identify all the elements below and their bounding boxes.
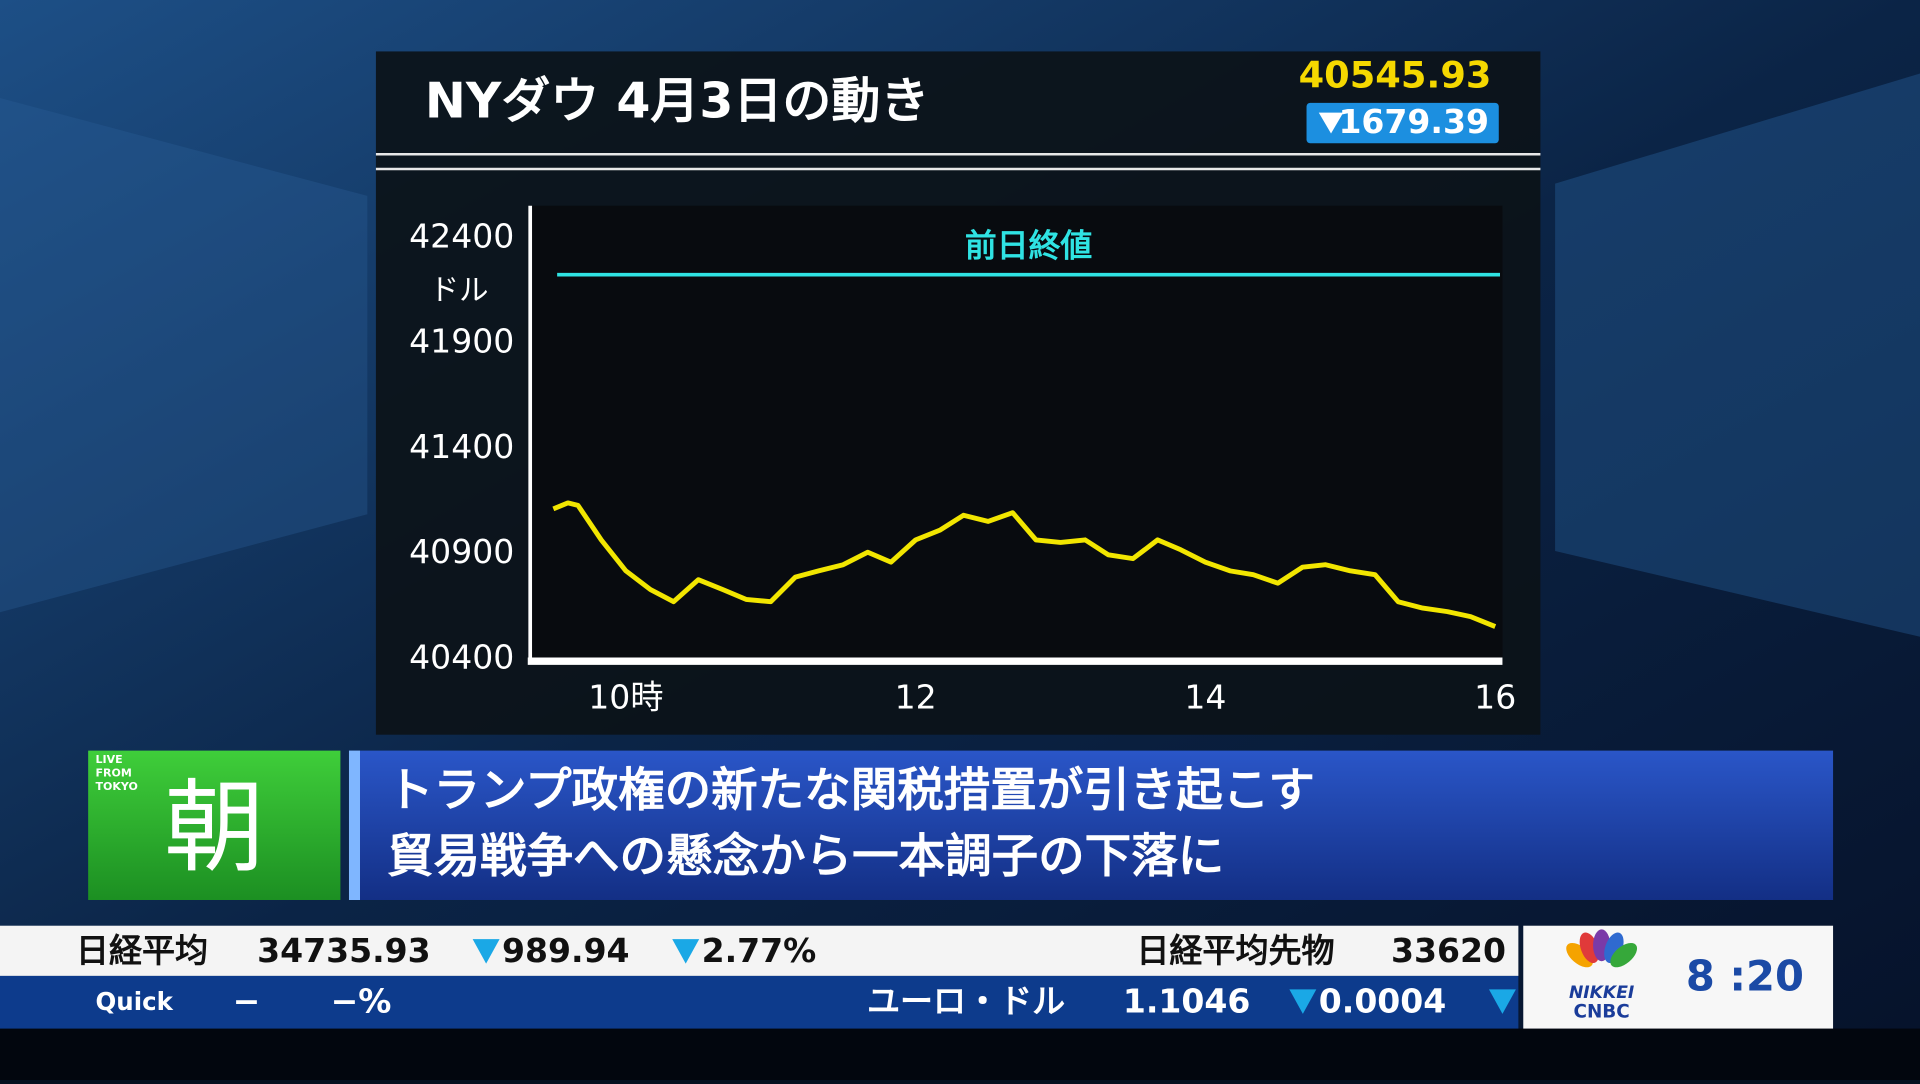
caption-line: 貿易戦争への懸念から一本調子の下落に xyxy=(387,829,1224,883)
down-arrow xyxy=(1289,989,1317,1014)
ticker-text: 日経平均 xyxy=(76,931,208,970)
plot: 40400 40900 41400 41900 42400 10時 12 14 16 前日終値 xyxy=(409,216,1516,716)
change-box xyxy=(1306,102,1499,144)
ticker-text: 0.0004 xyxy=(1319,981,1447,1020)
ticker-text: 2.77% xyxy=(702,931,817,970)
down-arrow xyxy=(672,939,700,964)
bottom-strip xyxy=(0,1028,1920,1080)
y-tick-label: 40900 xyxy=(409,532,514,571)
x-tick-label: 12 xyxy=(895,678,937,717)
ticker-text: 33620 xyxy=(1391,931,1506,970)
ticker-text: 34735.93 xyxy=(257,931,431,970)
caption-bar xyxy=(348,750,1834,900)
logo-box xyxy=(1523,925,1834,1029)
y-tick-label: 41400 xyxy=(409,427,514,466)
backdrop-shape xyxy=(1555,73,1920,637)
chart-title: NYダウ 4月3日の動き xyxy=(425,73,929,130)
x-tick-label: 16 xyxy=(1474,678,1516,717)
logo-text: CNBC xyxy=(1573,1002,1629,1023)
last-price: 40545.93 xyxy=(1299,54,1492,97)
y-tick-label: 41900 xyxy=(409,322,514,361)
clock: 8 :20 xyxy=(1686,952,1804,1001)
caption-stripe xyxy=(348,750,360,900)
badge xyxy=(88,750,341,900)
ticker-text: − xyxy=(233,981,261,1020)
backdrop-shape xyxy=(0,97,368,613)
y-unit: ドル xyxy=(430,273,489,307)
caption-line: トランプ政権の新たな関税措置が引き起こす xyxy=(387,763,1315,817)
ticker-text: 1.1046 xyxy=(1123,981,1251,1020)
down-arrow xyxy=(1488,989,1516,1014)
badge-small-box: LIVE FROM TOKYO xyxy=(95,754,138,794)
price-line xyxy=(552,500,1497,629)
down-arrow xyxy=(472,939,500,964)
ticker-bottom xyxy=(0,975,1519,1029)
logo-text: NIKKEI xyxy=(1569,983,1635,1003)
ticker-text: 日経平均先物 xyxy=(1136,931,1334,970)
ticker-top xyxy=(0,925,1519,976)
badge-small: LIVE FROM TOKYO xyxy=(95,754,138,794)
down-arrow xyxy=(1318,112,1344,134)
ticker-text: ユーロ・ドル xyxy=(867,981,1065,1020)
ticker-text: 989.94 xyxy=(502,931,630,970)
reference-label: 前日終値 xyxy=(965,227,1092,265)
ticker-source: Quick xyxy=(96,987,174,1016)
x-tick-label: 10時 xyxy=(588,678,663,717)
badge-big: 朝 xyxy=(164,769,264,886)
y-tick-label: 42400 xyxy=(409,216,514,255)
ticker-text: −% xyxy=(331,981,392,1020)
y-tick-label: 40400 xyxy=(409,637,514,676)
peacock xyxy=(1566,929,1638,968)
change: 1679.39 xyxy=(1338,102,1489,141)
x-tick-label: 14 xyxy=(1184,678,1226,717)
